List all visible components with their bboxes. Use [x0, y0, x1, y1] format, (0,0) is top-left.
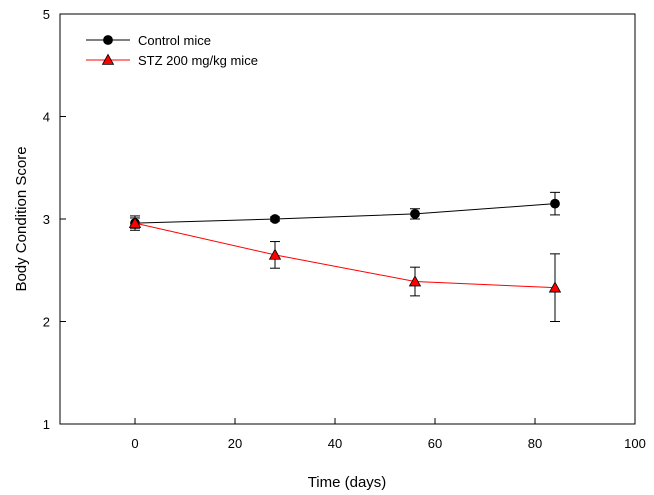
x-tick-label: 40 — [328, 436, 342, 451]
legend: Control mice STZ 200 mg/kg mice — [86, 33, 258, 68]
series-line — [134, 203, 556, 224]
data-point — [128, 216, 142, 228]
x-tick-label: 60 — [428, 436, 442, 451]
y-axis-label: Body Condition Score — [13, 146, 30, 291]
y-tick-label: 2 — [43, 315, 50, 330]
series-0 — [130, 191, 560, 229]
data-point — [408, 275, 422, 287]
legend-marker — [103, 35, 113, 45]
legend-entry-label: STZ 200 mg/kg mice — [138, 53, 258, 68]
series-1 — [128, 215, 562, 322]
y-tick-label: 1 — [43, 417, 50, 432]
y-tick-label: 3 — [43, 212, 50, 227]
x-axis-ticks: 0 20 40 60 80 100 — [131, 418, 646, 451]
legend-entry-label: Control mice — [138, 33, 211, 48]
x-tick-label: 80 — [528, 436, 542, 451]
data-point — [270, 214, 280, 224]
x-tick-label: 20 — [228, 436, 242, 451]
series-layer — [128, 191, 562, 322]
y-tick-label: 4 — [43, 110, 50, 125]
y-tick-label: 5 — [43, 7, 50, 22]
data-point — [410, 208, 420, 219]
data-point — [268, 248, 282, 260]
x-axis-label: Time (days) — [308, 474, 387, 491]
x-tick-label: 100 — [624, 436, 646, 451]
plot-frame — [59, 13, 636, 425]
x-tick-label: 0 — [131, 436, 138, 451]
legend-marker — [101, 53, 115, 65]
series-line — [134, 222, 556, 289]
data-point — [550, 198, 560, 209]
y-axis-ticks: 1 2 3 4 5 — [43, 7, 66, 432]
data-point — [548, 281, 562, 293]
